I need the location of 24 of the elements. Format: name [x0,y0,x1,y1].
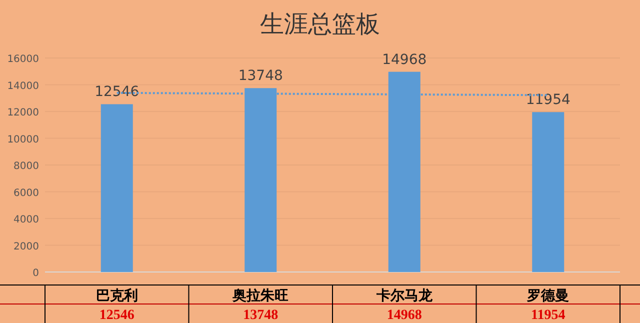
x-tick-label: 罗德曼 [526,288,570,304]
y-tick-label: 0 [32,268,39,279]
x-tick-label: 巴克利 [96,288,138,304]
y-tick-label: 10000 [7,134,39,146]
chart-title: 生涯总篮板 [260,10,380,38]
y-tick-label: 2000 [14,241,39,252]
text: 14968 [382,52,427,68]
data-label: 13748 [243,308,278,323]
text: 12546 [94,84,140,100]
bar [100,104,133,272]
data-label: 14968 [386,308,422,323]
y-tick-label: 6000 [14,188,39,199]
y-tick-label: 16000 [7,54,39,65]
text: 11954 [526,92,570,108]
data-label: 12546 [99,308,134,323]
x-tick-label: 奥拉朱旺 [232,288,289,304]
bar [532,112,564,272]
y-tick-label: 4000 [14,214,39,226]
y-tick-label: 12000 [7,108,39,118]
y-tick-label: 8000 [14,161,39,172]
data-label: 11954 [531,308,566,323]
y-tick-label: 14000 [7,80,39,92]
text: 13748 [238,68,283,84]
x-tick-label: 卡尔马龙 [375,288,434,304]
